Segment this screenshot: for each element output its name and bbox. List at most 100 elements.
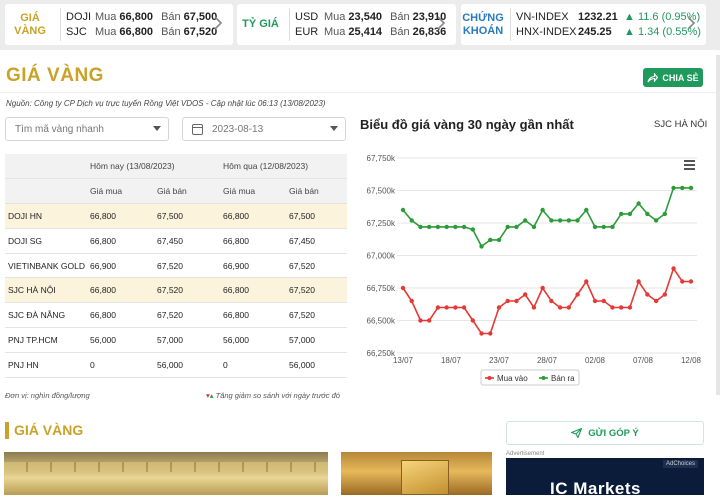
page-title: GIÁ VÀNG — [6, 65, 104, 86]
search-placeholder: Tìm mã vàng nhanh — [15, 123, 104, 135]
header-today: Hôm nay (13/08/2023) — [90, 154, 223, 180]
gold-ticker-row-sjc: SJC Mua 66,800 Bán 67,520 — [66, 26, 218, 38]
data-point — [505, 298, 510, 304]
header-buy: Giá mua — [90, 178, 157, 205]
menu-icon — [684, 164, 695, 166]
feedback-button[interactable]: GỬI GÓP Ý — [506, 421, 704, 445]
gold-code-search-select[interactable]: Tìm mã vàng nhanh — [5, 117, 169, 141]
data-point — [418, 318, 423, 323]
data-point — [627, 211, 633, 217]
scrollbar-track[interactable] — [716, 55, 720, 395]
x-tick-label: 07/08 — [633, 356, 654, 365]
data-point — [531, 305, 537, 310]
stock-ticker-card[interactable]: CHỨNG KHOÁN VN-INDEX 1232.21 ▲ 11.6 (0.9… — [461, 4, 706, 45]
data-point — [610, 305, 615, 310]
gold-bars-image[interactable] — [4, 452, 328, 495]
yesterday-sell-cell: 67,450 — [289, 228, 347, 254]
data-point — [601, 224, 606, 230]
x-tick-label: 13/07 — [393, 356, 414, 365]
source-note: Nguồn: Công ty CP Dịch vụ trực tuyến Rồn… — [6, 99, 326, 108]
divider — [0, 92, 720, 93]
chevron-right-icon[interactable] — [686, 16, 700, 32]
today-sell-cell: 67,520 — [157, 302, 223, 329]
data-point — [514, 224, 519, 230]
menu-icon — [684, 168, 695, 170]
data-point — [575, 218, 580, 223]
table-row[interactable]: SJC ĐÀ NẴNG 66,800 67,520 66,800 67,520 — [5, 302, 347, 329]
yesterday-buy-cell: 56,000 — [223, 327, 289, 353]
date-picker[interactable]: 2023-08-13 — [182, 117, 346, 141]
y-tick-label: 67,500k — [367, 187, 396, 196]
header-yesterday: Hôm qua (12/08/2023) — [223, 154, 347, 180]
table-row[interactable]: DOJI HN 66,800 67,500 66,800 67,500 — [5, 203, 347, 229]
gold-bar-image[interactable] — [341, 452, 492, 495]
data-point — [671, 266, 676, 271]
date-value: 2023-08-13 — [212, 123, 264, 135]
data-point — [618, 305, 624, 310]
y-tick-label: 67,250k — [367, 219, 396, 228]
divider — [289, 8, 290, 41]
fx-ticker-card[interactable]: TỶ GIÁ USD Mua 23,540 Bán 23,910 EUR Mua… — [237, 4, 456, 45]
ad-choices-tag[interactable]: AdChoices — [662, 460, 698, 468]
share-button[interactable]: CHIA SẺ — [643, 68, 703, 87]
legend-swatch — [487, 376, 492, 380]
compare-note: ▾▴ Tăng giảm so sánh với ngày trước đó — [206, 391, 340, 400]
chevron-right-icon[interactable] — [213, 16, 227, 32]
table-row[interactable]: VIETINBANK GOLD 66,900 67,520 66,900 67,520 — [5, 253, 347, 279]
chart-location[interactable]: SJC HÀ NỘI — [654, 119, 708, 130]
yesterday-sell-cell: 67,520 — [289, 302, 347, 329]
data-point — [496, 237, 502, 243]
fx-ticker-row-usd: USD Mua 23,540 Bán 23,910 — [295, 11, 447, 23]
today-sell-cell: 67,500 — [157, 203, 223, 229]
yesterday-buy-cell: 66,800 — [223, 277, 289, 304]
table-row[interactable]: PNJ TP.HCM 56,000 57,000 56,000 57,000 — [5, 327, 347, 353]
data-point — [557, 305, 563, 310]
row-name-cell: DOJI HN — [5, 203, 90, 229]
x-tick-label: 02/08 — [585, 356, 606, 365]
header-sell: Giá bán — [289, 178, 347, 205]
today-sell-cell: 56,000 — [157, 352, 223, 378]
data-point — [453, 305, 458, 310]
legend-swatch — [541, 376, 546, 380]
data-point — [549, 298, 554, 304]
yesterday-buy-cell: 66,900 — [223, 253, 289, 279]
gold-ticker-card[interactable]: GIÁ VÀNG DOJI Mua 66,800 Bán 67,500 SJC … — [5, 4, 233, 45]
yesterday-buy-cell: 66,800 — [223, 203, 289, 229]
series-line-1 — [402, 187, 691, 248]
yesterday-buy-cell: 66,800 — [223, 228, 289, 254]
data-point — [514, 298, 519, 304]
data-point — [400, 285, 406, 291]
yesterday-buy-cell: 66,800 — [223, 302, 289, 329]
data-point — [671, 185, 676, 191]
today-buy-cell: 66,800 — [90, 203, 157, 229]
advertisement-banner[interactable]: AdChoices IC Markets — [506, 458, 704, 498]
chevron-right-icon[interactable] — [436, 16, 450, 32]
gold-ticker-row-doji: DOJI Mua 66,800 Bán 67,500 — [66, 11, 218, 23]
header-buy: Giá mua — [223, 178, 289, 205]
section-accent-bar — [5, 422, 9, 439]
caret-down-icon — [153, 126, 161, 131]
data-point — [400, 207, 406, 213]
gold-price-line-chart: 67,750k 67,500k 67,250k 67,000k 66,750k 66,50… — [367, 154, 702, 386]
arrow-up-icon: ▴ — [209, 391, 214, 400]
data-point — [688, 185, 694, 191]
table-subheader-row: Giá mua Giá bán Giá mua Giá bán — [5, 178, 347, 205]
legend-label: Bán ra — [551, 374, 575, 383]
row-name-cell: DOJI SG — [5, 228, 90, 254]
data-point — [453, 224, 458, 230]
data-point — [584, 279, 589, 284]
data-point — [461, 224, 467, 230]
data-point — [461, 305, 467, 310]
row-name-cell: SJC ĐÀ NẴNG — [5, 302, 90, 329]
today-sell-cell: 67,520 — [157, 253, 223, 279]
table-row[interactable]: PNJ HN 0 56,000 0 56,000 — [5, 352, 347, 378]
data-point — [435, 305, 441, 310]
y-tick-label: 66,750k — [367, 284, 396, 293]
row-name-cell: SJC HÀ NỘI — [5, 277, 90, 304]
data-point — [426, 224, 432, 230]
data-point — [592, 298, 598, 304]
table-row[interactable]: DOJI SG 66,800 67,450 66,800 67,450 — [5, 228, 347, 254]
ticker-bar: GIÁ VÀNG DOJI Mua 66,800 Bán 67,500 SJC … — [0, 0, 720, 50]
data-point — [566, 305, 572, 310]
table-row[interactable]: SJC HÀ NỘI 66,800 67,520 66,800 67,520 — [5, 277, 347, 304]
